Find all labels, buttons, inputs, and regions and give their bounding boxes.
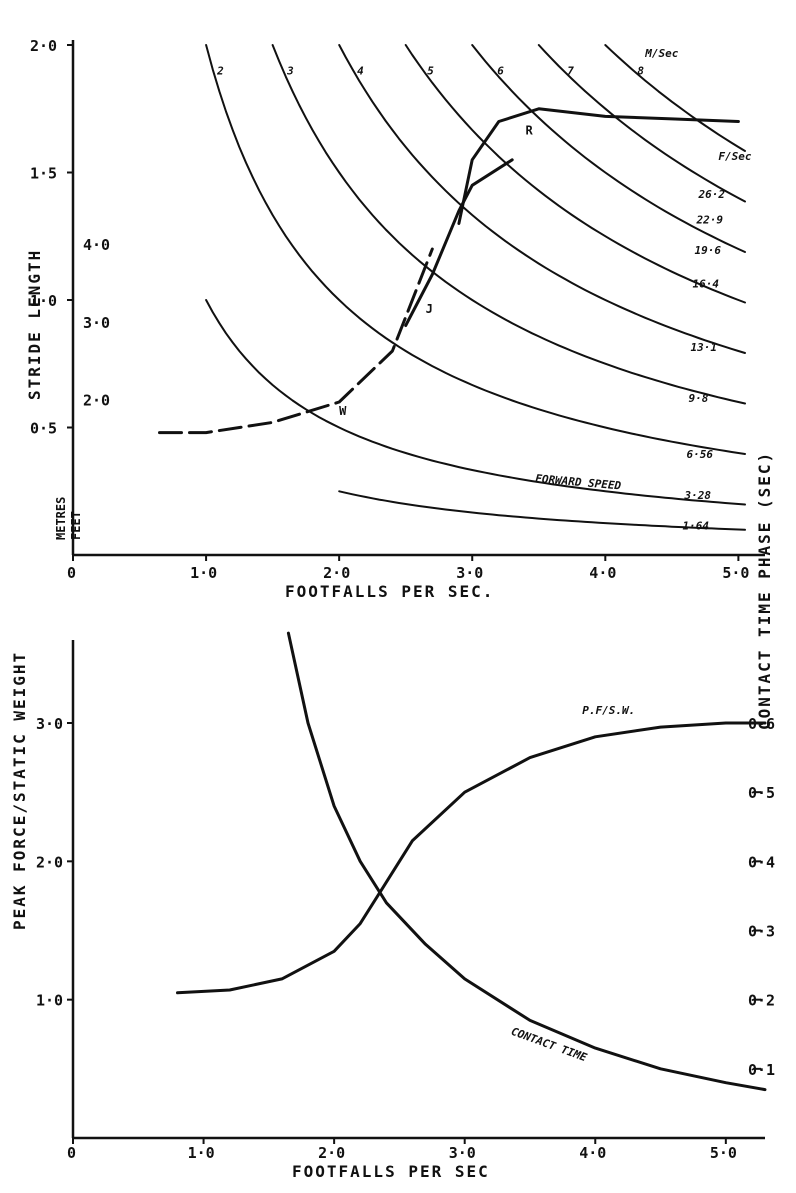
x-tick-label: 4·0 <box>589 564 616 582</box>
speed-label-fts: 22·9 <box>695 214 723 227</box>
x-tick-label: 3·0 <box>456 564 483 582</box>
gait-curve-R <box>457 107 740 225</box>
y2-tick-label: 0·3 <box>748 923 775 941</box>
iso-speed-curve <box>271 44 746 405</box>
y-tick-label-metres: 2·0 <box>30 37 57 55</box>
iso-speed-curve <box>205 299 746 506</box>
speed-label-ms: 5 <box>427 65 434 78</box>
x-tick-label: 0 <box>67 564 76 582</box>
gait-label-J: J <box>426 302 433 316</box>
x-axis-title: FOOTFALLS PER SEC <box>292 1162 490 1181</box>
forward-speed-label: FORWARD SPEED <box>535 472 622 492</box>
speed-label-fts: 26·2 <box>697 188 725 201</box>
y2-axis-title: CONTACT TIME PHASE (SEC) <box>755 451 774 730</box>
speed-label-fts: 6·56 <box>686 448 713 461</box>
y2-tick-label: 0·4 <box>748 853 775 871</box>
speed-unit-ms: M/Sec <box>644 47 678 60</box>
force-contact-chart: FOOTFALLS PER SEC PEAK FORCE/STATIC WEIG… <box>10 451 775 1181</box>
speed-label-ms: 7 <box>567 65 574 78</box>
iso-speed-curve <box>537 44 746 203</box>
speed-label-fts: 13·1 <box>690 341 717 354</box>
y2-tick-label: 0·5 <box>748 784 775 802</box>
series-curve <box>286 631 767 1092</box>
y-axis-title: PEAK FORCE/STATIC WEIGHT <box>10 651 29 930</box>
y2-tick-label: 0·1 <box>748 1061 775 1079</box>
iso-speed-curve <box>471 44 746 253</box>
x-tick-label: 0 <box>67 1144 76 1162</box>
series-label-contact-time: CONTACT TIME <box>509 1025 588 1065</box>
y-tick-label-metres: 1·0 <box>30 292 57 310</box>
speed-label-ms: 3 <box>286 65 294 78</box>
gait-curve-W <box>158 247 434 435</box>
iso-speed-curve <box>404 44 746 304</box>
speed-label-fts: 16·4 <box>692 277 719 290</box>
x-tick-label: 1·0 <box>190 564 217 582</box>
speed-label-ms: 4 <box>357 65 364 78</box>
speed-label-fts: 1·64 <box>682 520 709 533</box>
iso-speed-curve <box>338 44 746 354</box>
unit-label-feet: FEET <box>69 511 83 540</box>
speed-label-ms: 8 <box>637 65 644 78</box>
gait-label-W: W <box>339 404 347 418</box>
gait-label-R: R <box>525 123 533 137</box>
x-tick-label: 2·0 <box>323 564 350 582</box>
y-axis-title: STRIDE LENGTH <box>25 249 44 400</box>
y-tick-label-metres: 1·5 <box>30 165 57 183</box>
speed-label-fts: 19·6 <box>694 244 721 257</box>
x-axis-title: FOOTFALLS PER SEC. <box>285 582 494 601</box>
x-tick-label: 5·0 <box>722 564 749 582</box>
x-tick-label: 4·0 <box>579 1144 606 1162</box>
y-tick-label: 2·0 <box>36 853 63 871</box>
speed-label-fts: 9·8 <box>688 392 708 405</box>
y-tick-label-metres: 0·5 <box>30 420 57 438</box>
y-tick-label-feet: 3·0 <box>83 314 110 332</box>
y-tick-label: 3·0 <box>36 715 63 733</box>
gait-curve-J <box>404 158 514 327</box>
speed-label-fts: 3·28 <box>683 489 711 502</box>
y-tick-label-feet: 4·0 <box>83 236 110 254</box>
iso-speed-curve <box>338 490 746 531</box>
x-tick-label: 2·0 <box>318 1144 345 1162</box>
y2-tick-label: 0·2 <box>748 992 775 1010</box>
y-tick-label: 1·0 <box>36 992 63 1010</box>
unit-label-metres: METRES <box>54 497 68 540</box>
speed-label-ms: 6 <box>497 65 504 78</box>
series-curve <box>176 721 767 995</box>
x-tick-label: 5·0 <box>710 1144 737 1162</box>
y-tick-label-feet: 2·0 <box>83 391 110 409</box>
series-label-pfsw: P.F/S.W. <box>582 704 635 717</box>
x-tick-label: 3·0 <box>449 1144 476 1162</box>
stride-chart: FOOTFALLS PER SEC. STRIDE LENGTH METRES … <box>25 37 765 601</box>
speed-unit-fts: F/Sec <box>718 150 751 163</box>
iso-speed-curve <box>205 44 746 455</box>
x-tick-label: 1·0 <box>188 1144 215 1162</box>
speed-label-ms: 2 <box>216 65 224 78</box>
iso-speed-curve <box>604 44 746 152</box>
